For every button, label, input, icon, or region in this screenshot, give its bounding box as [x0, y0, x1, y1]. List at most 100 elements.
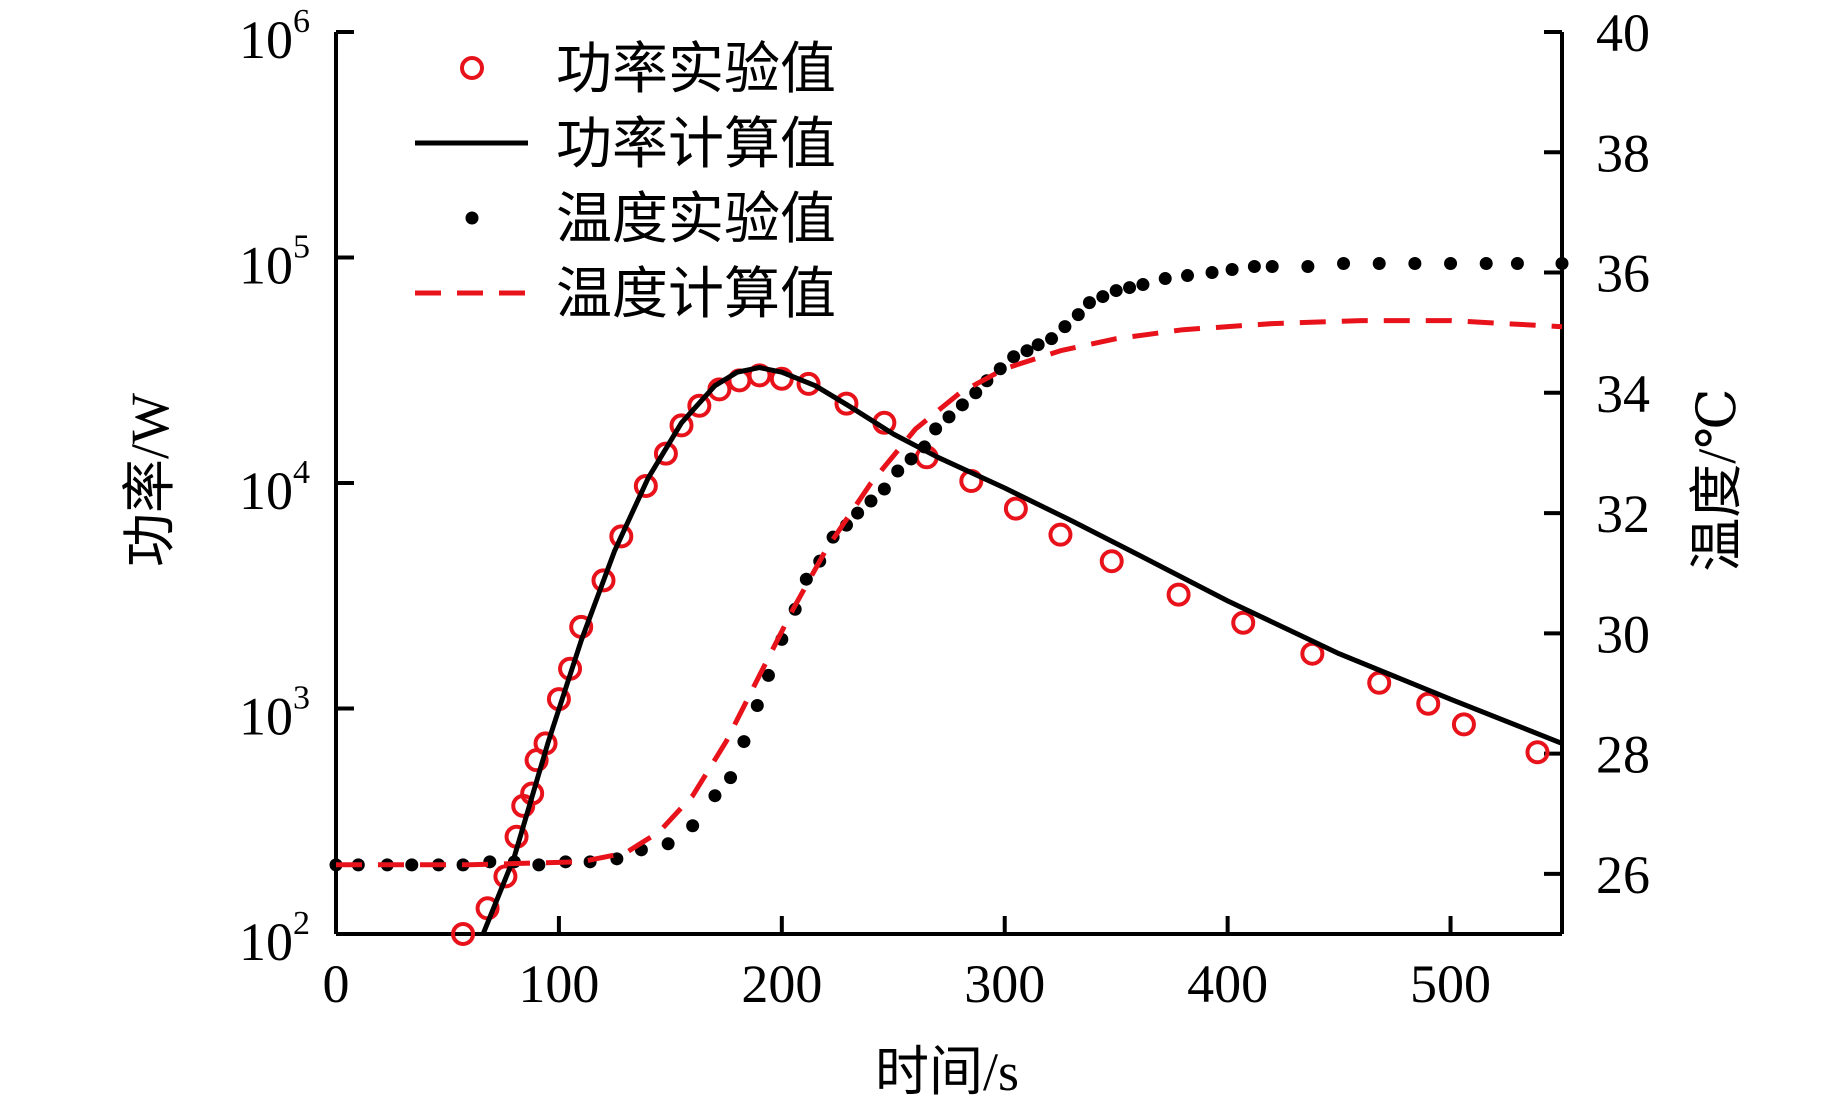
temperature-experimental-point — [942, 410, 956, 424]
y-right-tick-label: 28 — [1596, 725, 1650, 785]
temperature-experimental-point — [1265, 260, 1279, 274]
temperature-experimental-point — [661, 837, 675, 851]
temperature-experimental-point — [864, 494, 878, 508]
temperature-experimental-point — [1071, 308, 1085, 322]
temperature-experimental-point — [610, 852, 624, 866]
temperature-experimental-point — [1031, 338, 1045, 352]
power-experimental-point — [669, 413, 694, 438]
y-left-tick-label: 106 — [239, 3, 310, 70]
temperature-experimental-point — [1058, 320, 1072, 334]
y-axis-right-label: 温度/℃ — [1687, 388, 1747, 571]
power-experimental-point — [1099, 549, 1124, 574]
power-experimental-point — [1048, 522, 1073, 547]
power-experimental-point — [1525, 740, 1550, 765]
power-experimental-point — [591, 568, 616, 593]
temperature-experimental-point — [750, 698, 764, 712]
power-experimental-point — [796, 371, 821, 396]
power-experimental-point — [451, 922, 476, 946]
y-axis-left-label: 功率/W — [120, 393, 180, 567]
ticks-group: 0 100 200 300 400 500 102 103 104 105 106 26 28 30 32 3… — [239, 3, 1650, 1014]
x-tick-label: 0 — [323, 954, 350, 1014]
y-right-tick-label: 26 — [1596, 845, 1650, 905]
temperature-experimental-point — [1225, 263, 1239, 277]
x-tick-label: 200 — [741, 954, 822, 1014]
x-tick-label: 400 — [1187, 954, 1268, 1014]
legend-item-power-calculated: 功率计算值 — [415, 114, 836, 176]
legend-item-power-experimental: 功率实验值 — [460, 39, 836, 101]
x-tick-label: 300 — [964, 954, 1045, 1014]
y-left-tick-label: 103 — [239, 680, 310, 747]
axes-group — [334, 32, 1564, 936]
temperature-experimental-point — [1020, 344, 1034, 358]
temperature-experimental-point — [1109, 284, 1123, 298]
temperature-experimental-point — [1408, 257, 1422, 271]
temperature-experimental-point — [1096, 290, 1110, 304]
power-experimental-point — [609, 524, 634, 549]
temperature-experimental-point — [929, 422, 943, 436]
y-right-tick-label: 40 — [1596, 3, 1650, 63]
y-right-tick-label: 38 — [1596, 123, 1650, 183]
temperature-experimental-point — [532, 858, 546, 872]
temperature-experimental-point — [686, 819, 700, 833]
temperature-experimental-point — [1158, 272, 1172, 286]
power-experimental-point — [1166, 582, 1191, 607]
temperature-experimental-point — [405, 858, 419, 872]
y-right-tick-label: 30 — [1596, 604, 1650, 664]
y-right-tick-label: 36 — [1596, 244, 1650, 304]
temperature-experimental-point — [1045, 332, 1059, 346]
x-tick-label: 500 — [1410, 954, 1491, 1014]
legend-marker-open-circle — [460, 56, 484, 80]
power-calculated-line — [480, 365, 1563, 935]
temperature-experimental-point — [708, 789, 722, 803]
legend-item-temperature-calculated: 温度计算值 — [415, 264, 836, 326]
power-experimental-point — [1451, 712, 1476, 737]
temperature-experimental-point — [877, 482, 891, 496]
temperature-experimental-point — [799, 572, 813, 586]
temperature-calculated-line — [336, 318, 1563, 868]
legend-label: 温度实验值 — [556, 189, 836, 251]
temperature-experimental-point — [761, 668, 775, 682]
temperature-experimental-point — [917, 440, 931, 454]
y-right-tick-label: 34 — [1596, 364, 1650, 424]
legend-item-temperature-experimental: 温度实验值 — [465, 189, 836, 251]
temperature-experimental-point — [1301, 260, 1315, 274]
temperature-experimental-point — [891, 464, 905, 478]
series-group — [329, 257, 1569, 946]
legend-label: 温度计算值 — [556, 264, 836, 326]
y-left-tick-label: 105 — [239, 229, 310, 296]
temperature-experimental-point — [1510, 257, 1524, 271]
power-experimental-point — [1003, 496, 1028, 521]
temperature-experimental-point — [1479, 257, 1493, 271]
temperature-experimental-point — [1136, 278, 1150, 292]
x-tick-label: 100 — [518, 954, 599, 1014]
power-experimental-point — [653, 441, 678, 466]
y-left-tick-label: 102 — [239, 905, 310, 972]
temperature-experimental-point — [969, 386, 983, 400]
power-experimental-point — [493, 864, 518, 889]
temperature-experimental-point — [1123, 281, 1137, 295]
power-experimental-point — [1416, 691, 1441, 716]
power-experimental-point — [1231, 610, 1256, 635]
temperature-experimental-point — [724, 771, 738, 785]
temperature-experimental-point — [1247, 260, 1261, 274]
temperature-experimental-point — [851, 506, 865, 520]
legend-marker-dot — [465, 211, 479, 225]
y-right-tick-label: 32 — [1596, 484, 1650, 544]
power-experimental-point — [834, 391, 859, 416]
legend-label: 功率实验值 — [556, 39, 836, 101]
temperature-experimental-point — [993, 362, 1007, 376]
temperature-experimental-point — [737, 735, 751, 749]
temperature-experimental-point — [1337, 257, 1351, 271]
temperature-experimental-point — [1205, 266, 1219, 280]
temperature-experimental-point — [1372, 257, 1386, 271]
temperature-experimental-point — [1181, 269, 1195, 283]
temperature-experimental-point — [1444, 257, 1458, 271]
temperature-experimental-point — [1082, 296, 1096, 310]
x-axis-label: 时间/s — [875, 1042, 1019, 1102]
power-experimental-point — [633, 473, 658, 498]
power-experimental-point — [687, 393, 712, 418]
temperature-experimental-point — [1555, 257, 1569, 271]
temperature-experimental-point — [904, 452, 918, 466]
